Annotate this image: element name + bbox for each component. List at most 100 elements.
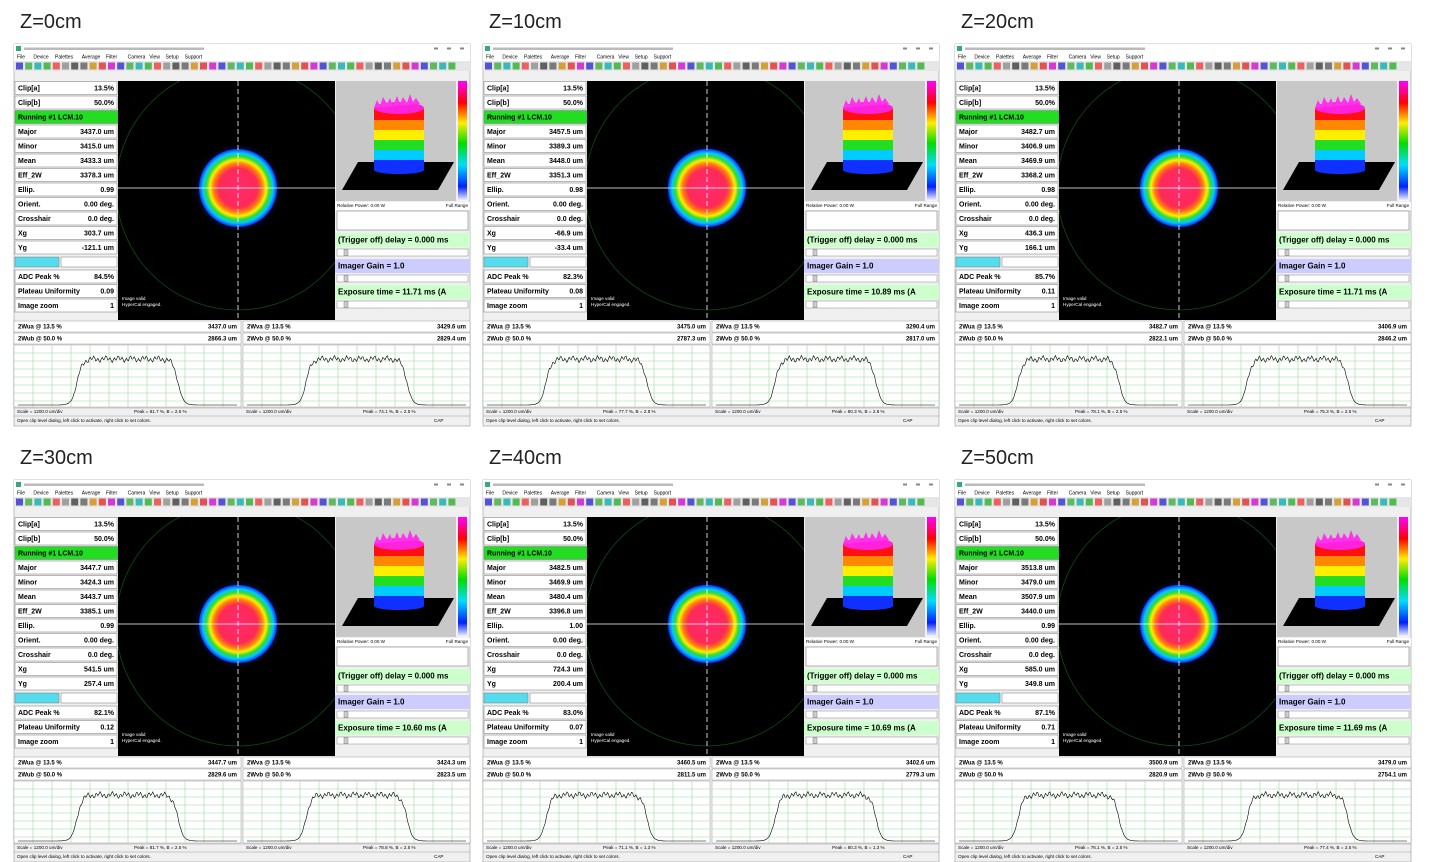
toolbar-button[interactable] — [356, 499, 363, 506]
toolbar-button[interactable] — [1086, 63, 1093, 70]
toolbar-button[interactable] — [835, 63, 842, 70]
toolbar-button[interactable] — [448, 499, 455, 506]
toolbar-button[interactable] — [402, 499, 409, 506]
toolbar-button[interactable] — [779, 499, 786, 506]
toolbar-button[interactable] — [71, 63, 78, 70]
toolbar-button[interactable] — [1095, 63, 1102, 70]
toolbar-button[interactable] — [975, 499, 982, 506]
toolbar-button[interactable] — [669, 63, 676, 70]
exposure-time-slider[interactable] — [337, 737, 468, 744]
toolbar-button[interactable] — [292, 63, 299, 70]
toolbar-button[interactable] — [1316, 63, 1323, 70]
toolbar-button[interactable] — [1003, 63, 1010, 70]
toolbar-button[interactable] — [384, 63, 391, 70]
toolbar-button[interactable] — [975, 63, 982, 70]
toolbar-button[interactable] — [908, 499, 915, 506]
toolbar-button[interactable] — [614, 63, 621, 70]
menu-item[interactable]: Palettes — [55, 54, 74, 60]
toolbar-button[interactable] — [733, 63, 740, 70]
toolbar-button[interactable] — [733, 499, 740, 506]
menu-item[interactable]: Camera — [1069, 490, 1087, 496]
toolbar-button[interactable] — [605, 499, 612, 506]
toolbar-button[interactable] — [1141, 499, 1148, 506]
toolbar-button[interactable] — [623, 63, 630, 70]
toolbar-button[interactable] — [200, 63, 207, 70]
toolbar-button[interactable] — [71, 499, 78, 506]
toolbar-button[interactable] — [752, 63, 759, 70]
toolbar-button[interactable] — [994, 63, 1001, 70]
toolbar-button[interactable] — [34, 63, 41, 70]
toolbar-button[interactable] — [1123, 499, 1130, 506]
toolbar-button[interactable] — [1288, 63, 1295, 70]
toolbar-button[interactable] — [62, 63, 69, 70]
menu-item[interactable]: Support — [1126, 54, 1144, 60]
menu-item[interactable]: View — [618, 54, 629, 60]
toolbar-button[interactable] — [301, 499, 308, 506]
toolbar-button[interactable] — [706, 63, 713, 70]
menu-item[interactable]: Support — [185, 490, 203, 496]
menu-item[interactable]: Support — [1126, 490, 1144, 496]
toolbar-button[interactable] — [126, 63, 133, 70]
toolbar-button[interactable] — [1233, 63, 1240, 70]
toolbar-button[interactable] — [145, 63, 152, 70]
toolbar-button[interactable] — [577, 63, 584, 70]
menu-item[interactable]: Palettes — [524, 490, 543, 496]
menu-item[interactable]: Device — [33, 490, 49, 496]
toolbar-button[interactable] — [44, 499, 51, 506]
toolbar-button[interactable] — [853, 499, 860, 506]
toolbar-button[interactable] — [292, 499, 299, 506]
menu-item[interactable]: View — [149, 54, 160, 60]
toolbar-button[interactable] — [1288, 499, 1295, 506]
toolbar-button[interactable] — [844, 63, 851, 70]
toolbar-button[interactable] — [568, 63, 575, 70]
toolbar-button[interactable] — [209, 499, 216, 506]
menu-item[interactable]: Setup — [635, 490, 648, 496]
toolbar-button[interactable] — [320, 499, 327, 506]
menu-item[interactable]: View — [149, 490, 160, 496]
toolbar-button[interactable] — [237, 63, 244, 70]
toolbar-button[interactable] — [439, 499, 446, 506]
menu-item[interactable]: Filter — [575, 490, 586, 496]
toolbar-button[interactable] — [549, 499, 556, 506]
toolbar-button[interactable] — [182, 63, 189, 70]
toolbar-button[interactable] — [1012, 63, 1019, 70]
toolbar-button[interactable] — [412, 63, 419, 70]
toolbar-button[interactable] — [1325, 499, 1332, 506]
toolbar-button[interactable] — [430, 63, 437, 70]
toolbar-button[interactable] — [1270, 499, 1277, 506]
toolbar-button[interactable] — [53, 63, 60, 70]
toolbar-button[interactable] — [890, 499, 897, 506]
toolbar-button[interactable] — [218, 499, 225, 506]
toolbar-button[interactable] — [798, 499, 805, 506]
toolbar-button[interactable] — [586, 63, 593, 70]
imager-gain-slider[interactable] — [1278, 711, 1409, 718]
toolbar-button[interactable] — [347, 499, 354, 506]
toolbar-button[interactable] — [577, 499, 584, 506]
toolbar-button[interactable] — [1132, 63, 1139, 70]
toolbar-button[interactable] — [503, 499, 510, 506]
exposure-time-slider[interactable] — [337, 301, 468, 308]
toolbar-button[interactable] — [1141, 63, 1148, 70]
toolbar-button[interactable] — [1297, 499, 1304, 506]
toolbar-button[interactable] — [623, 499, 630, 506]
toolbar-button[interactable] — [595, 499, 602, 506]
toolbar-button[interactable] — [549, 63, 556, 70]
menu-item[interactable]: File — [958, 490, 966, 496]
toolbar-button[interactable] — [660, 499, 667, 506]
toolbar-button[interactable] — [494, 63, 501, 70]
toolbar-button[interactable] — [108, 499, 115, 506]
toolbar-button[interactable] — [320, 63, 327, 70]
toolbar-button[interactable] — [145, 499, 152, 506]
toolbar-button[interactable] — [917, 499, 924, 506]
toolbar-button[interactable] — [899, 63, 906, 70]
trigger-delay-slider[interactable] — [806, 249, 937, 256]
toolbar-button[interactable] — [117, 499, 124, 506]
toolbar-button[interactable] — [301, 63, 308, 70]
toolbar-button[interactable] — [770, 499, 777, 506]
toolbar-button[interactable] — [99, 499, 106, 506]
toolbar-button[interactable] — [1049, 499, 1056, 506]
trigger-delay-slider[interactable] — [337, 249, 468, 256]
toolbar-button[interactable] — [1077, 499, 1084, 506]
toolbar-button[interactable] — [540, 499, 547, 506]
menu-item[interactable]: Setup — [635, 54, 648, 60]
